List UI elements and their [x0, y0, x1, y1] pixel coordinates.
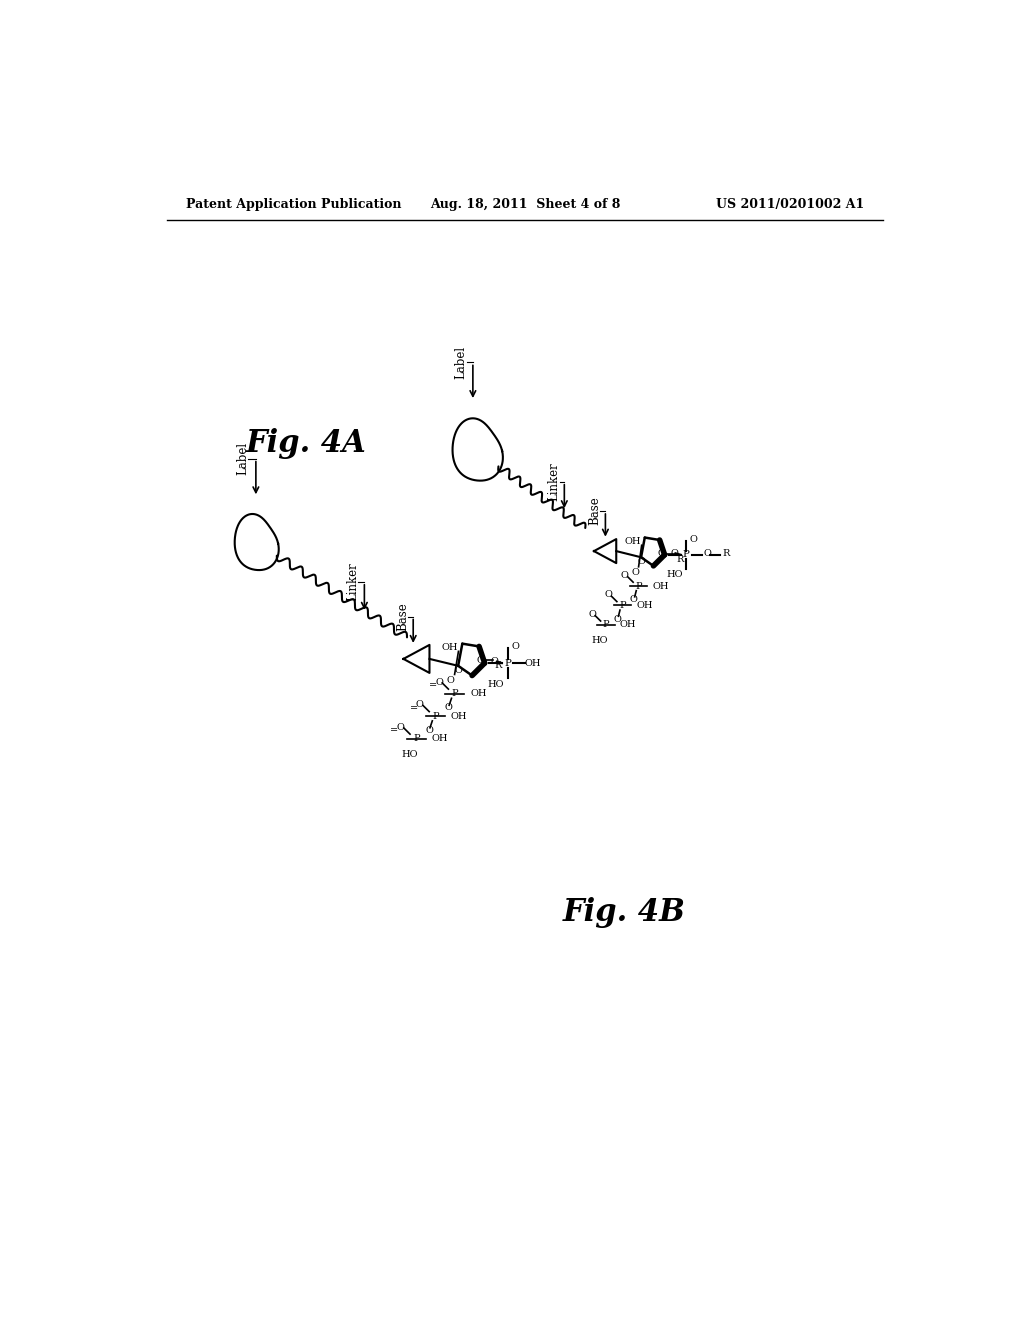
- Text: Fig. 4B: Fig. 4B: [562, 898, 685, 928]
- Text: Patent Application Publication: Patent Application Publication: [186, 198, 401, 211]
- Text: O: O: [490, 657, 499, 667]
- Text: OH: OH: [525, 659, 542, 668]
- Text: =: =: [390, 726, 398, 735]
- Text: HO: HO: [666, 569, 682, 578]
- Text: O: O: [703, 549, 712, 558]
- Text: O: O: [621, 570, 629, 579]
- Text: OH: OH: [652, 582, 669, 590]
- Text: O: O: [604, 590, 612, 599]
- Text: O: O: [613, 615, 622, 624]
- Text: R: R: [495, 661, 502, 671]
- Text: Linker: Linker: [548, 462, 561, 502]
- Text: OH: OH: [636, 601, 652, 610]
- Text: P: P: [432, 711, 438, 721]
- Text: O: O: [657, 549, 666, 558]
- Text: O: O: [435, 677, 443, 686]
- Text: OH: OH: [620, 620, 637, 630]
- Text: OH: OH: [432, 734, 449, 743]
- Text: O: O: [630, 595, 638, 605]
- Text: O: O: [689, 535, 697, 544]
- Text: O: O: [444, 704, 453, 711]
- Text: Linker: Linker: [346, 562, 359, 602]
- Text: Aug. 18, 2011  Sheet 4 of 8: Aug. 18, 2011 Sheet 4 of 8: [430, 198, 620, 211]
- Text: P: P: [505, 659, 511, 668]
- Text: P: P: [452, 689, 458, 698]
- Text: P: P: [413, 734, 420, 743]
- Text: OH: OH: [470, 689, 486, 698]
- Text: O: O: [455, 667, 463, 676]
- Text: P: P: [683, 550, 690, 560]
- Text: O: O: [396, 722, 404, 731]
- Text: OH: OH: [625, 537, 641, 546]
- Text: HO: HO: [401, 750, 418, 759]
- Text: OH: OH: [451, 711, 467, 721]
- Text: OH: OH: [442, 643, 459, 652]
- Text: P: P: [603, 620, 609, 630]
- Text: O: O: [446, 676, 455, 685]
- Text: HO: HO: [592, 636, 608, 644]
- Text: Fig. 4A: Fig. 4A: [246, 428, 367, 459]
- Text: O: O: [477, 656, 484, 665]
- Text: Base: Base: [589, 496, 602, 525]
- Text: =: =: [429, 681, 437, 690]
- Text: O: O: [588, 610, 596, 619]
- Text: O: O: [512, 642, 519, 651]
- Text: Base: Base: [396, 602, 410, 631]
- Text: O: O: [638, 557, 646, 566]
- Text: Label: Label: [237, 442, 249, 475]
- Text: R: R: [677, 554, 684, 564]
- Text: O: O: [632, 569, 639, 577]
- Text: US 2011/0201002 A1: US 2011/0201002 A1: [716, 198, 864, 211]
- Text: P: P: [618, 601, 626, 610]
- Text: P: P: [635, 582, 642, 590]
- Text: =: =: [410, 704, 418, 713]
- Text: O: O: [425, 726, 433, 735]
- Text: R: R: [722, 549, 729, 558]
- Text: O: O: [670, 549, 678, 558]
- Text: HO: HO: [487, 680, 504, 689]
- Text: O: O: [416, 700, 424, 709]
- Text: Label: Label: [455, 346, 468, 379]
